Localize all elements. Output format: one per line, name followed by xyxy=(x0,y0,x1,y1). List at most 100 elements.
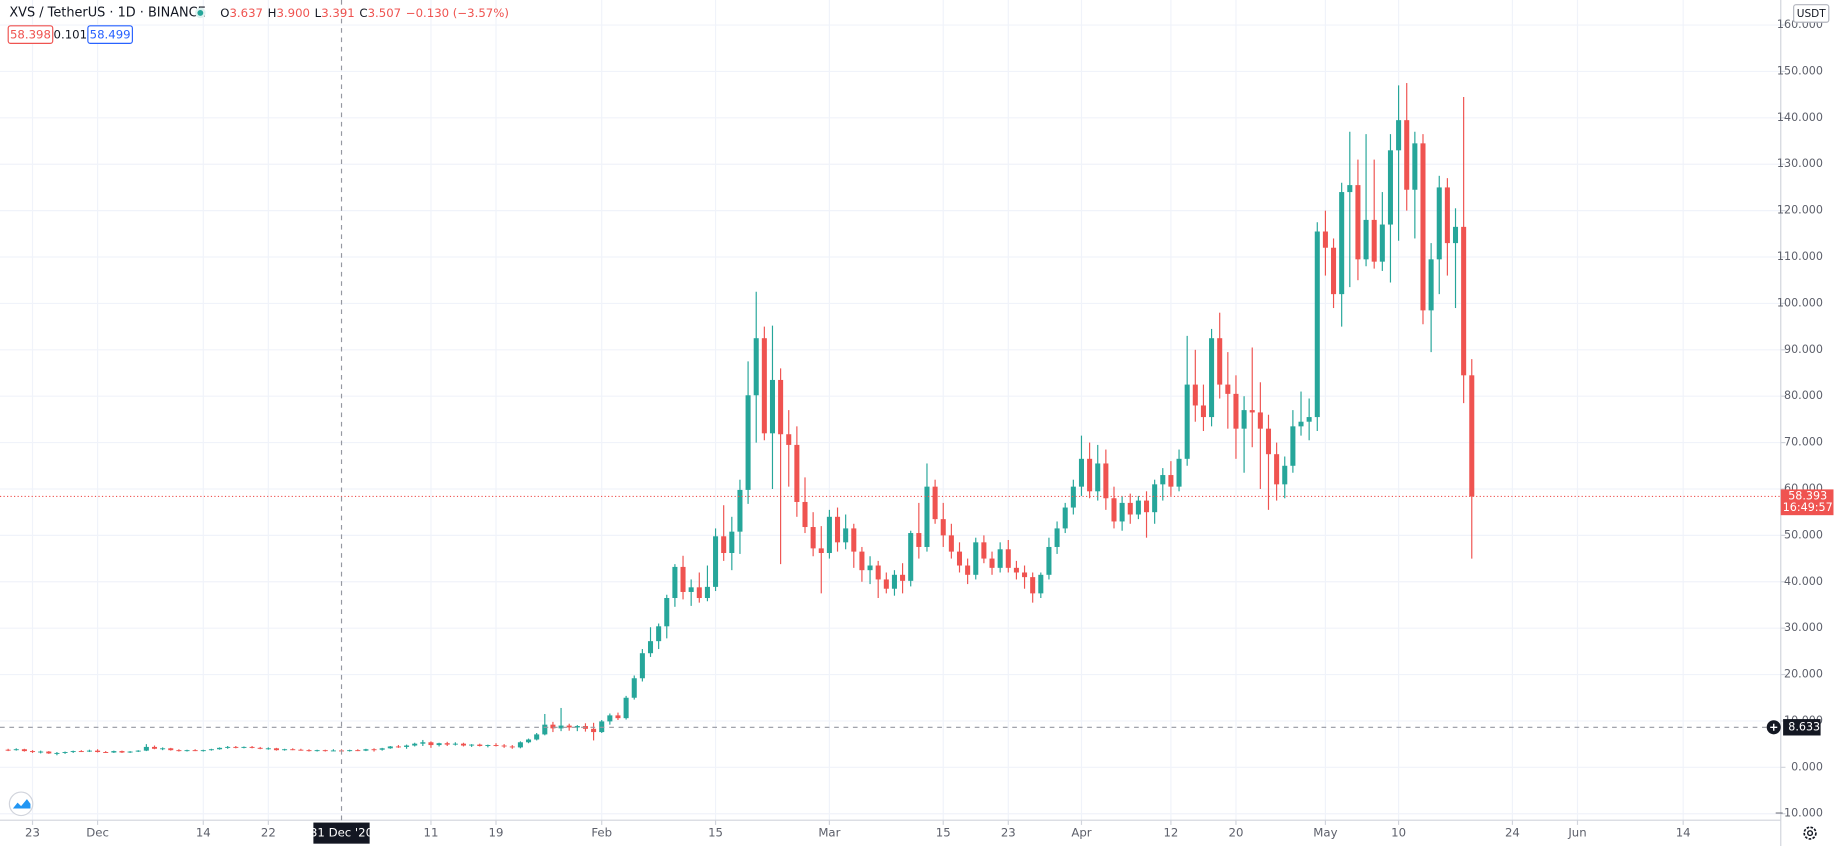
candle-body xyxy=(30,751,36,753)
candle-body xyxy=(1257,412,1263,429)
ohlc-value: 3.391 xyxy=(321,5,355,19)
candle-body xyxy=(672,566,678,599)
y-tick-label: 0.000 xyxy=(1791,760,1823,773)
x-tick-label: Apr xyxy=(1071,826,1091,840)
candle-body xyxy=(404,745,410,747)
candle-body xyxy=(160,748,166,750)
candle-body xyxy=(1461,226,1467,376)
y-tick-label: 130.000 xyxy=(1777,157,1823,170)
axes: −10.0000.00010.00020.00030.00040.00050.0… xyxy=(25,18,1823,840)
candle-body xyxy=(184,750,190,752)
grid xyxy=(0,0,1781,821)
candle-body xyxy=(1249,410,1255,413)
candle-body xyxy=(1436,187,1442,260)
candle-body xyxy=(1209,338,1215,418)
candle-body xyxy=(225,746,231,748)
symbol-title: XVS / TetherUS · 1D · BINANCE xyxy=(9,5,205,20)
candle-body xyxy=(875,565,881,580)
candle-body xyxy=(1379,224,1385,262)
candle-body xyxy=(86,750,92,752)
candle-body xyxy=(534,734,540,740)
candle-body xyxy=(721,536,727,554)
candle-body xyxy=(70,751,76,753)
ask-box[interactable] xyxy=(87,25,133,44)
bid-box[interactable] xyxy=(7,25,54,44)
candle-body xyxy=(1298,421,1304,427)
candle-body xyxy=(1363,219,1369,260)
candle-body xyxy=(314,750,320,752)
candle-body xyxy=(1452,226,1459,244)
candle-body xyxy=(956,551,963,566)
ohlc-value: 3.507 xyxy=(368,5,402,19)
y-tick-label: 100.000 xyxy=(1777,296,1823,309)
ohlc-key: O xyxy=(220,5,229,19)
candle-body xyxy=(420,742,426,744)
x-tick-label: 22 xyxy=(261,826,276,840)
candle-body xyxy=(1087,458,1093,492)
gear-hub xyxy=(1807,830,1814,837)
candle-body xyxy=(371,749,377,751)
x-tick-label: 11 xyxy=(424,826,439,840)
candle-body xyxy=(1241,410,1247,429)
candle-body xyxy=(647,641,654,654)
candle-body xyxy=(940,519,946,536)
candle-body xyxy=(1404,120,1410,190)
candle-body xyxy=(566,725,572,728)
candle-body xyxy=(200,750,206,752)
settings-gear[interactable] xyxy=(1803,826,1817,840)
candle-body xyxy=(1192,384,1198,406)
last-price-box xyxy=(1780,489,1834,516)
candle-body xyxy=(46,751,52,754)
unit[interactable]: USDT xyxy=(1797,8,1827,20)
logo[interactable] xyxy=(8,791,34,817)
candle-body xyxy=(168,748,174,751)
candle-body xyxy=(818,548,824,554)
candle-body xyxy=(1225,384,1231,394)
logo-icon xyxy=(12,799,31,809)
x-tick-label: Dec xyxy=(86,826,109,840)
crosshair-y-label: 8.633 xyxy=(1788,720,1820,733)
candle-body xyxy=(1111,498,1117,522)
candle-body xyxy=(347,750,353,752)
candle-body xyxy=(891,574,897,589)
x-tick-label: 19 xyxy=(489,826,504,840)
y-tick-label: 80.000 xyxy=(1784,389,1823,402)
candle-body xyxy=(664,598,670,627)
x-tick-label: 14 xyxy=(196,826,211,840)
last-price-label: 58.393 xyxy=(1788,489,1827,502)
candle-body xyxy=(526,739,532,743)
x-tick-label: 12 xyxy=(1163,826,1178,840)
candle-body xyxy=(713,536,719,587)
unit-box[interactable] xyxy=(1793,4,1830,23)
crosshair-x-box xyxy=(313,822,370,844)
candle-body xyxy=(826,516,832,554)
candle-body xyxy=(460,743,467,746)
candle-body xyxy=(257,747,263,749)
candle-body xyxy=(843,528,849,543)
candle-body xyxy=(623,697,629,719)
candle-body xyxy=(493,745,499,747)
ask[interactable]: 58.499 xyxy=(90,28,131,42)
candle-body xyxy=(501,745,507,747)
candle-body xyxy=(176,750,182,752)
candle-body xyxy=(21,749,27,752)
ohlc-value: 3.637 xyxy=(229,5,263,19)
candle-body xyxy=(509,746,515,748)
status-dot xyxy=(197,9,204,16)
y-tick-label: 90.000 xyxy=(1784,343,1823,356)
candle-body xyxy=(298,749,304,751)
candle-body xyxy=(786,434,792,445)
candle-body xyxy=(948,535,954,552)
x-tick-label: 20 xyxy=(1229,826,1244,840)
x-tick-label: 23 xyxy=(1001,826,1016,840)
candle-body xyxy=(1054,528,1060,547)
x-tick-label: 10 xyxy=(1391,826,1406,840)
candle-body xyxy=(835,516,841,543)
y-tick-label: 50.000 xyxy=(1784,528,1823,541)
candle-body xyxy=(1420,143,1426,311)
candle-body xyxy=(591,728,597,733)
candle-body xyxy=(95,750,101,753)
bid[interactable]: 58.398 xyxy=(10,28,51,42)
candle-body xyxy=(1469,375,1475,497)
